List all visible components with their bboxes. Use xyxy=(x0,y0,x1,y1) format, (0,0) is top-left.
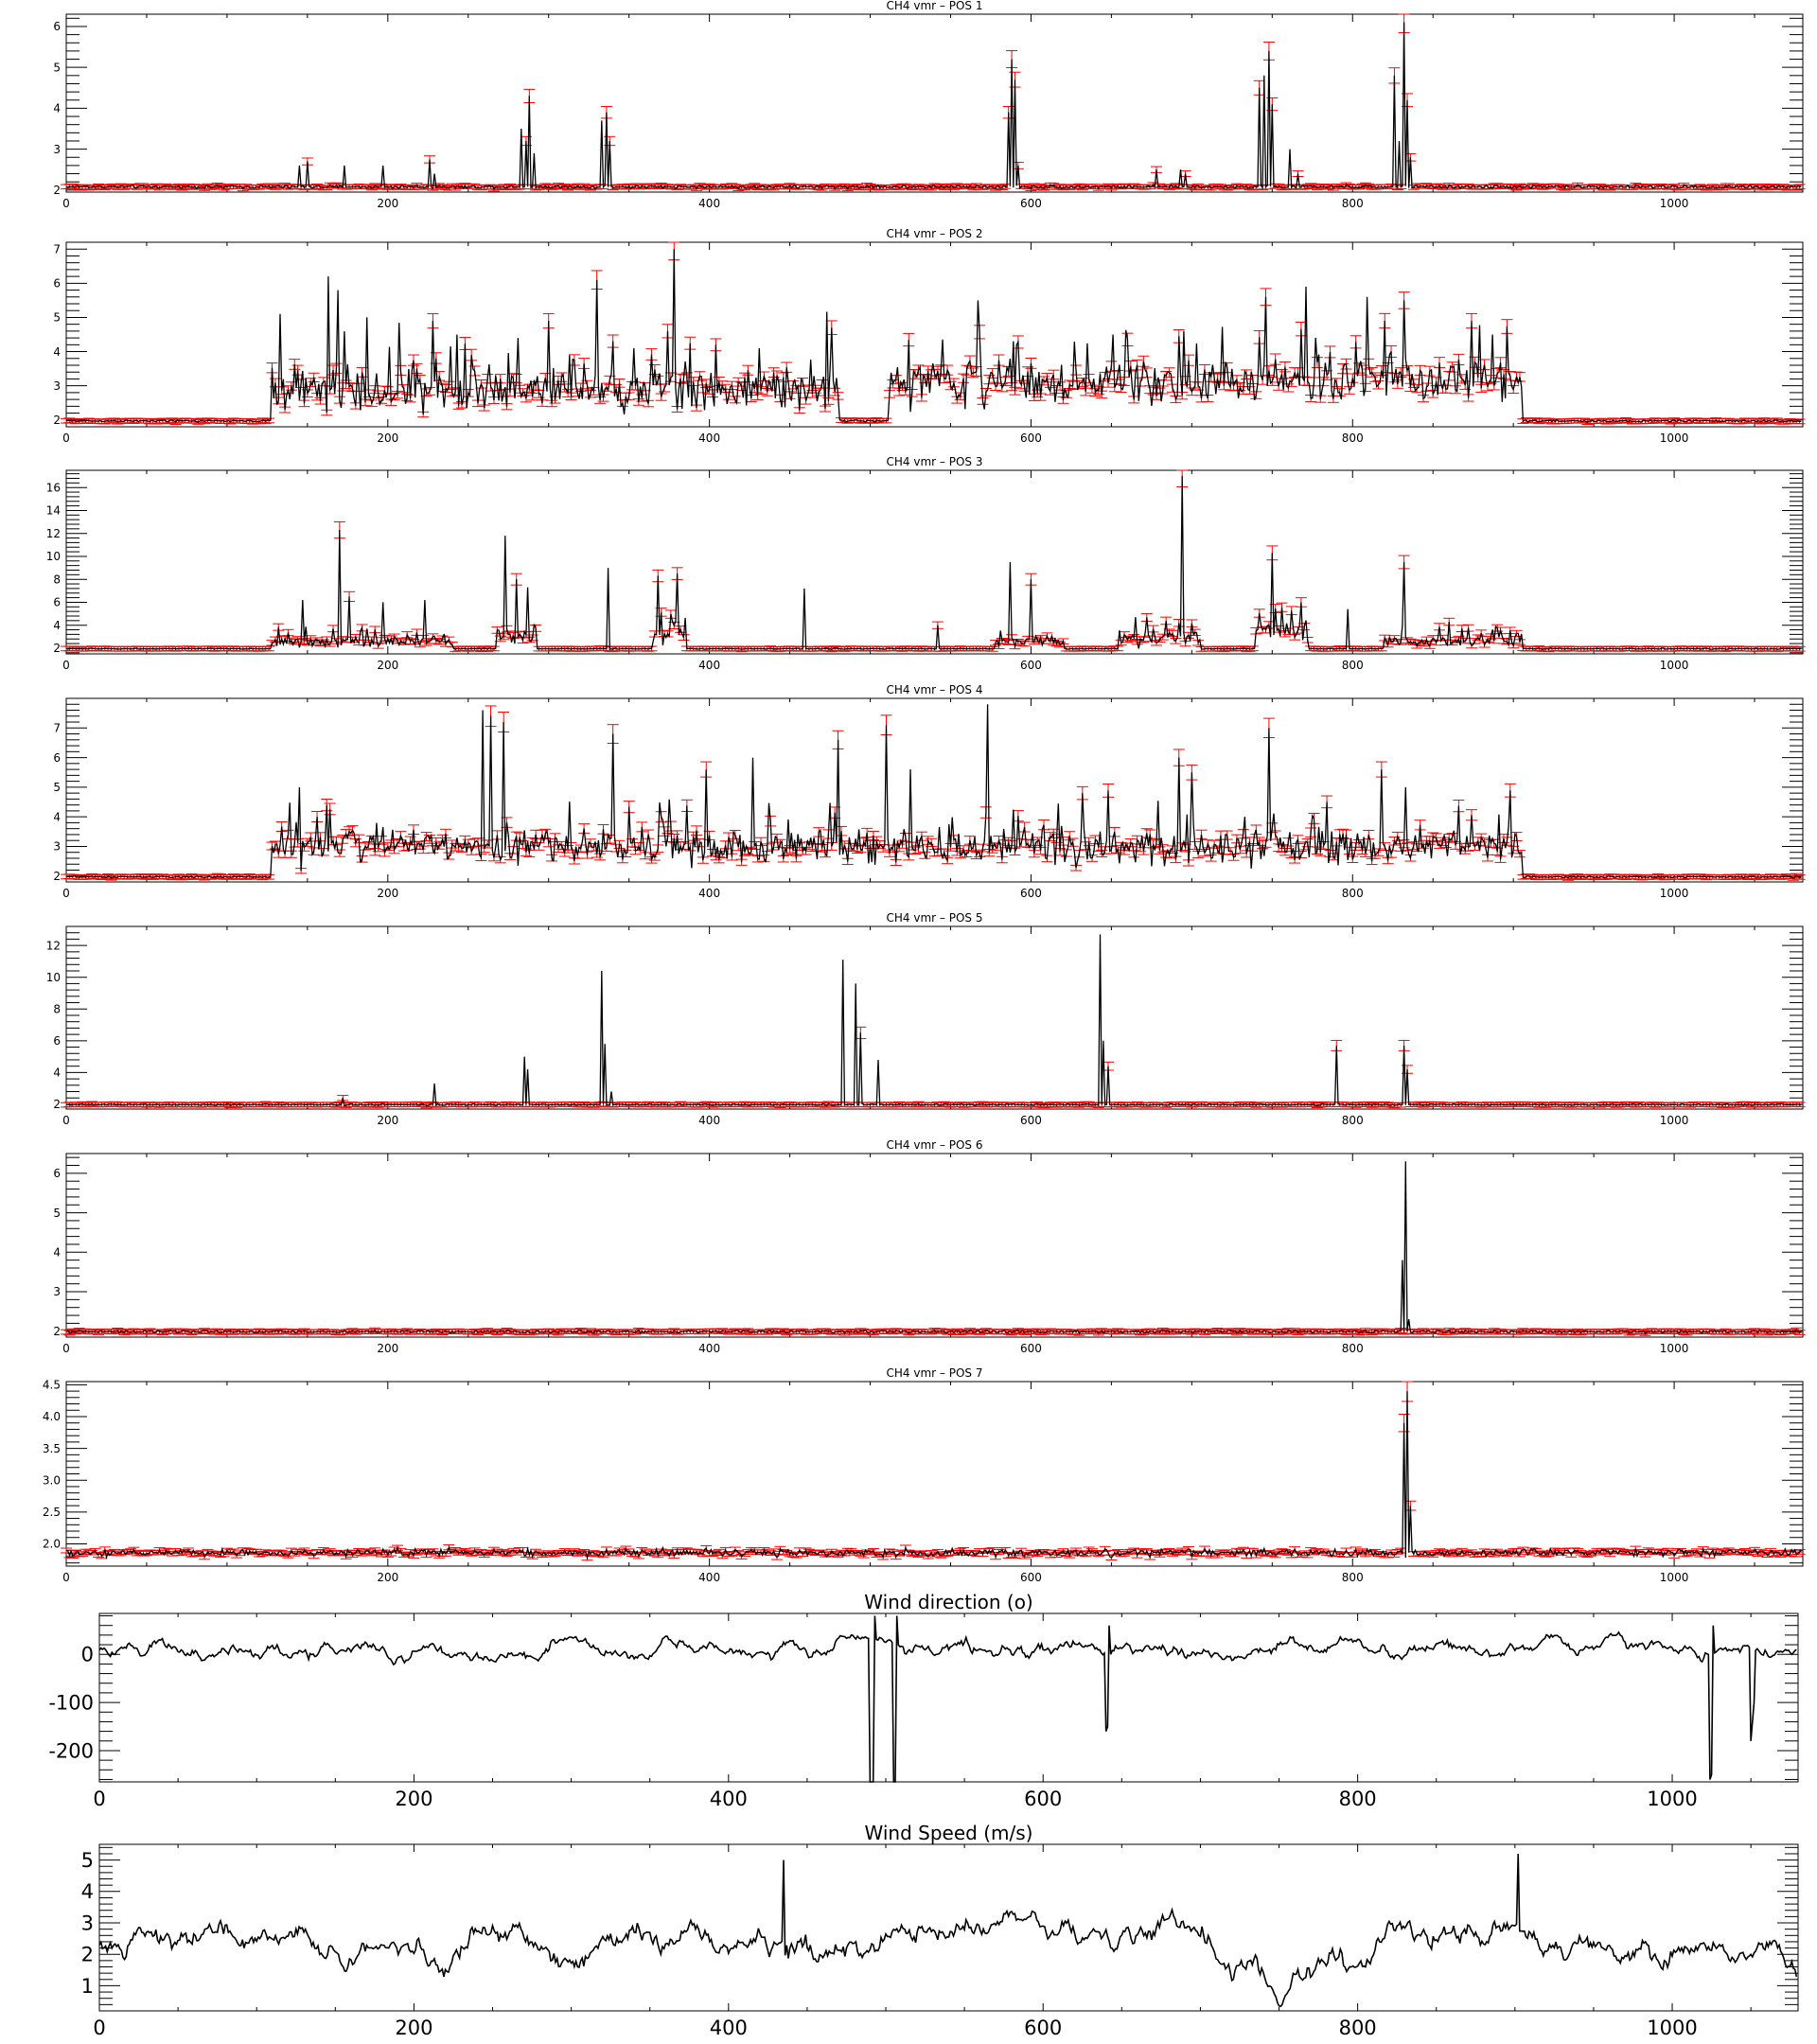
x-tick-label: 400 xyxy=(698,659,720,672)
y-tick-label: 4 xyxy=(53,345,61,359)
x-tick-label: 1000 xyxy=(1660,659,1689,672)
panel-2: CH4 vmr – POS 2 0 200 400 600 800 1000 2 3 4 5 6 7 xyxy=(53,227,1806,445)
y-tick-label: 4 xyxy=(53,619,61,632)
y-tick-label: 2 xyxy=(53,184,61,197)
x-tick-label: 600 xyxy=(1020,432,1042,445)
x-tick-label: 800 xyxy=(1342,432,1364,445)
series-line xyxy=(65,249,1802,423)
y-tick-label: 7 xyxy=(53,242,61,256)
y-tick-label: 5 xyxy=(53,311,61,325)
y-tick-label: 14 xyxy=(46,504,61,518)
panel-title: CH4 vmr – POS 2 xyxy=(887,227,983,240)
x-tick-label: 600 xyxy=(1020,659,1042,672)
error-bars xyxy=(61,469,1806,653)
x-tick-label: 800 xyxy=(1342,659,1364,672)
y-tick-label: 8 xyxy=(53,573,61,586)
error-bars xyxy=(61,241,1806,426)
y-tick-label: 6 xyxy=(53,20,61,33)
x-tick-label: 0 xyxy=(62,659,70,672)
panel-title: CH4 vmr – POS 1 xyxy=(887,0,983,12)
x-tick-label: 400 xyxy=(698,432,720,445)
panel-title: CH4 vmr – POS 3 xyxy=(887,455,983,468)
series-line xyxy=(65,22,1802,190)
y-tick-label: 5 xyxy=(53,61,61,74)
x-tick-label: 0 xyxy=(62,197,70,210)
x-tick-label: 1000 xyxy=(1660,432,1689,445)
x-tick-label: 400 xyxy=(698,197,720,210)
x-tick-label: 200 xyxy=(377,432,398,445)
y-tick-label: 16 xyxy=(46,481,61,494)
y-tick-label: 3 xyxy=(53,379,61,393)
x-tick-label: 200 xyxy=(377,659,398,672)
x-tick-label: 0 xyxy=(62,432,70,445)
panel-1: CH4 vmr – POS 1 0 200 400 600 800 1000 2 3 4 5 6 xyxy=(53,0,1806,210)
axes-frame xyxy=(65,241,1804,428)
x-tick-label: 600 xyxy=(1020,197,1042,210)
axes-frame xyxy=(65,469,1804,655)
y-tick-label: 10 xyxy=(46,550,61,563)
x-tick-label: 200 xyxy=(377,197,398,210)
x-tick-label: 800 xyxy=(1342,197,1364,210)
y-tick-label: 2 xyxy=(53,414,61,427)
y-tick-label: 3 xyxy=(53,143,61,156)
y-tick-label: 6 xyxy=(53,277,61,291)
x-tick-label: 1000 xyxy=(1660,197,1689,210)
axes-frame xyxy=(65,13,1804,193)
y-tick-label: 12 xyxy=(46,527,61,540)
y-tick-label: 4 xyxy=(53,102,61,115)
error-bars xyxy=(61,13,1806,192)
panel-3: CH4 vmr – POS 3 0 200 400 600 800 1000 2 4 6 8 10 12… xyxy=(46,455,1806,672)
y-tick-label: 2 xyxy=(53,642,61,655)
y-tick-label: 6 xyxy=(53,596,61,609)
